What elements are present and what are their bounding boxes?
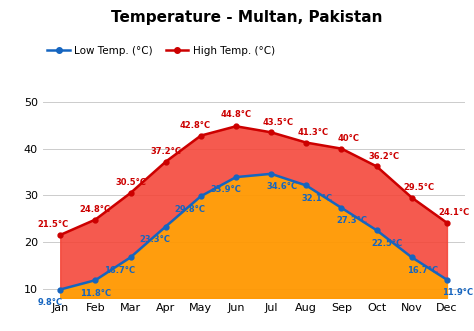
Text: 30.5°C: 30.5°C bbox=[115, 178, 146, 187]
Low Temp. (°C) bbox=[268, 172, 274, 176]
Text: 27.3°C: 27.3°C bbox=[337, 216, 367, 225]
Low Temp. (°C) bbox=[303, 183, 309, 187]
Text: 11.8°C: 11.8°C bbox=[80, 289, 111, 298]
Text: 22.5°C: 22.5°C bbox=[372, 239, 403, 248]
Low Temp. (°C) bbox=[163, 224, 169, 228]
Low Temp. (°C) bbox=[57, 288, 63, 292]
Text: 16.7°C: 16.7°C bbox=[104, 266, 136, 275]
High Temp. (°C) bbox=[198, 134, 204, 138]
Low Temp. (°C) bbox=[374, 228, 380, 232]
Text: 9.8°C: 9.8°C bbox=[37, 298, 62, 307]
Text: 33.9°C: 33.9°C bbox=[210, 185, 241, 195]
Line: High Temp. (°C): High Temp. (°C) bbox=[58, 124, 449, 237]
Low Temp. (°C) bbox=[409, 255, 415, 259]
Text: 11.9°C: 11.9°C bbox=[442, 288, 473, 297]
Text: 29.5°C: 29.5°C bbox=[403, 183, 434, 192]
Low Temp. (°C) bbox=[92, 278, 98, 282]
Low Temp. (°C) bbox=[128, 255, 133, 259]
High Temp. (°C) bbox=[444, 221, 450, 225]
Text: 16.7°C: 16.7°C bbox=[407, 266, 438, 275]
Text: 23.3°C: 23.3°C bbox=[140, 235, 171, 244]
High Temp. (°C) bbox=[128, 191, 133, 195]
Text: 37.2°C: 37.2°C bbox=[150, 147, 181, 156]
Text: 21.5°C: 21.5°C bbox=[37, 220, 69, 229]
Text: 29.8°C: 29.8°C bbox=[175, 205, 206, 213]
Text: 43.5°C: 43.5°C bbox=[263, 118, 294, 127]
Text: 32.1°C: 32.1°C bbox=[301, 194, 332, 203]
Text: 24.1°C: 24.1°C bbox=[438, 208, 470, 217]
Text: 41.3°C: 41.3°C bbox=[298, 128, 329, 137]
High Temp. (°C) bbox=[268, 130, 274, 134]
Text: 44.8°C: 44.8°C bbox=[220, 110, 252, 119]
High Temp. (°C) bbox=[374, 165, 380, 168]
Line: Low Temp. (°C): Low Temp. (°C) bbox=[58, 171, 449, 292]
High Temp. (°C) bbox=[409, 196, 415, 200]
Low Temp. (°C) bbox=[233, 175, 239, 179]
High Temp. (°C) bbox=[303, 141, 309, 145]
Text: 42.8°C: 42.8°C bbox=[180, 121, 211, 130]
Legend: Low Temp. (°C), High Temp. (°C): Low Temp. (°C), High Temp. (°C) bbox=[43, 42, 279, 60]
Text: Temperature - Multan, Pakistan: Temperature - Multan, Pakistan bbox=[111, 10, 382, 25]
Text: 36.2°C: 36.2°C bbox=[368, 152, 399, 161]
High Temp. (°C) bbox=[338, 147, 344, 151]
Low Temp. (°C) bbox=[338, 206, 344, 210]
Low Temp. (°C) bbox=[198, 194, 204, 198]
Low Temp. (°C) bbox=[444, 278, 450, 282]
Text: 24.8°C: 24.8°C bbox=[80, 205, 111, 214]
High Temp. (°C) bbox=[92, 217, 98, 221]
High Temp. (°C) bbox=[57, 233, 63, 237]
Text: 34.6°C: 34.6°C bbox=[266, 182, 297, 191]
High Temp. (°C) bbox=[163, 160, 169, 164]
High Temp. (°C) bbox=[233, 124, 239, 128]
Text: 40°C: 40°C bbox=[337, 134, 359, 143]
